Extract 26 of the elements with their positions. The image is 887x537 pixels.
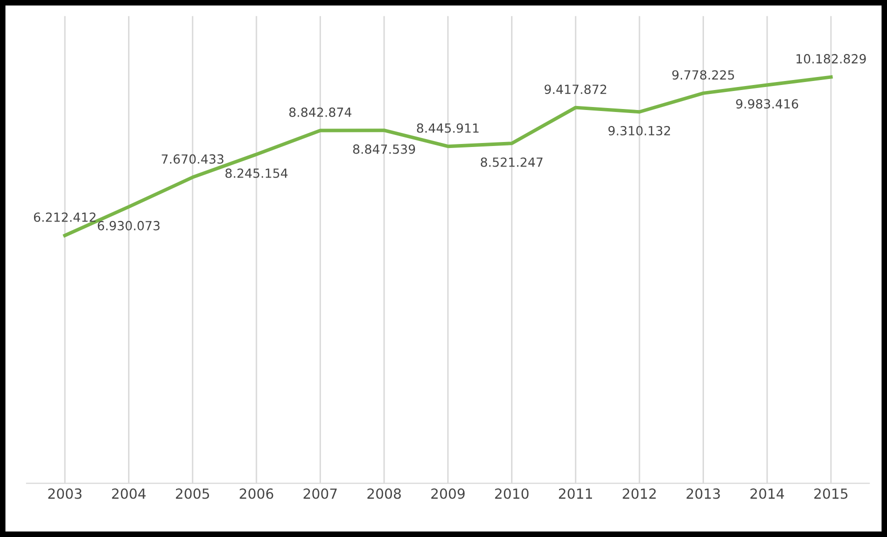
data-label: 8.245.154 <box>225 168 288 178</box>
data-label: 9.983.416 <box>736 99 798 109</box>
data-label: 10.182.829 <box>796 54 866 64</box>
data-label: 8.847.539 <box>353 144 416 154</box>
x-tick-label: 2004 <box>112 488 146 499</box>
data-label: 8.842.874 <box>289 108 352 117</box>
x-tick-label: 2008 <box>367 488 401 499</box>
x-tick-label: 2011 <box>558 488 592 499</box>
data-label: 9.417.872 <box>544 84 606 94</box>
x-tick-label: 2003 <box>48 488 82 499</box>
data-label: 8.445.911 <box>416 123 479 133</box>
x-tick-label: 2015 <box>814 488 848 499</box>
x-tick-label: 2005 <box>176 488 210 499</box>
x-tick-label: 2012 <box>622 488 656 499</box>
x-tick-label: 2007 <box>304 488 337 499</box>
x-tick-label: 2010 <box>495 488 529 499</box>
data-label: 6.212.412 <box>34 212 96 222</box>
data-label: 6.930.073 <box>98 220 160 230</box>
data-label: 9.310.132 <box>608 126 670 136</box>
x-tick-label: 2014 <box>750 488 784 499</box>
data-label: 7.670.433 <box>162 154 224 164</box>
x-tick-label: 2009 <box>431 488 465 499</box>
x-tick-label: 2006 <box>240 488 274 499</box>
data-label: 8.521.247 <box>480 157 543 167</box>
x-tick-label: 2013 <box>686 488 720 499</box>
data-label: 9.778.225 <box>672 70 734 80</box>
